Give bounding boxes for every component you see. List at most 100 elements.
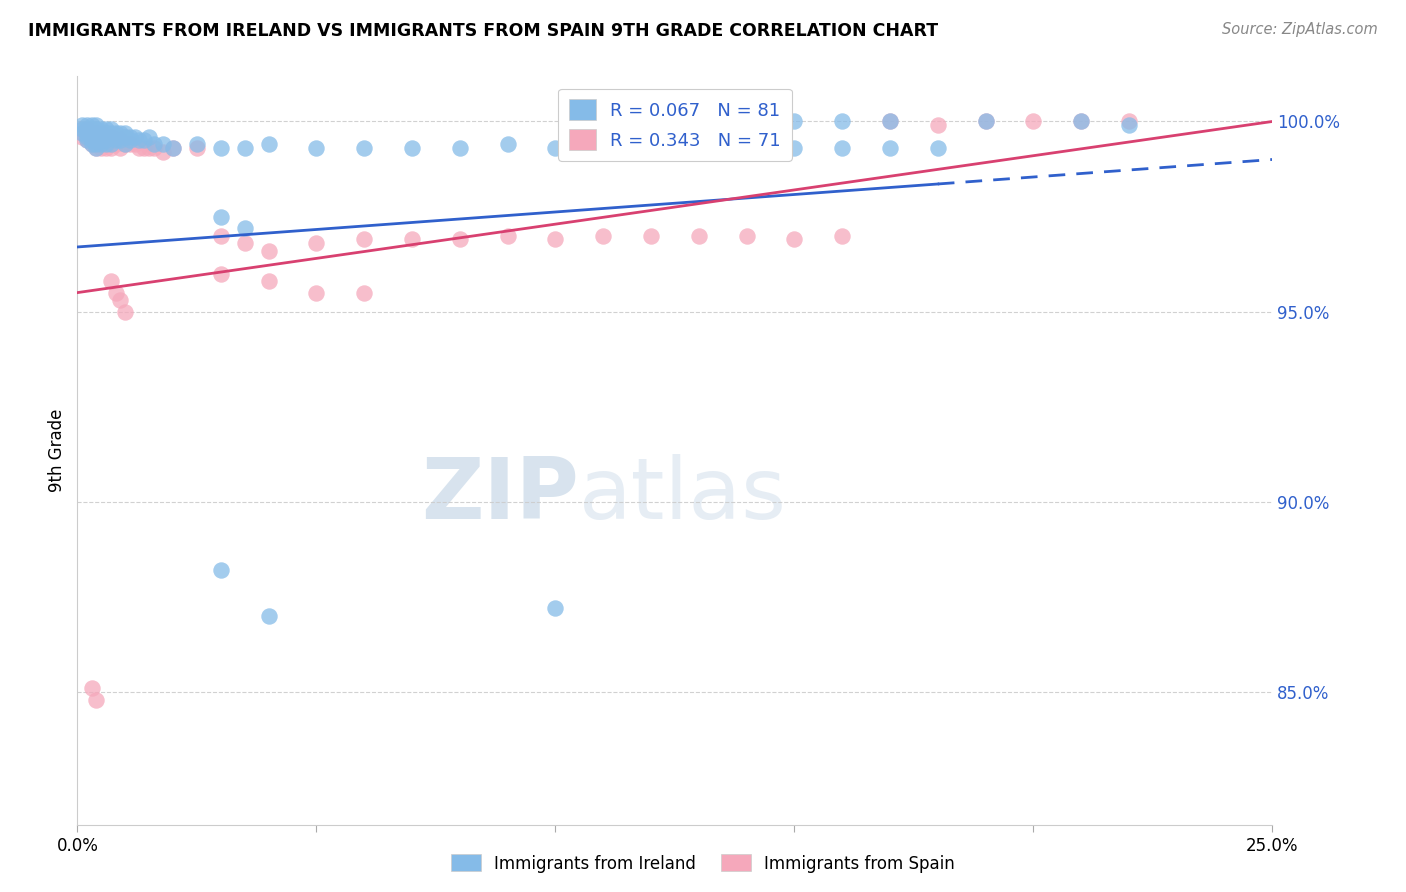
Point [100, 122, 122, 136]
Point [152, 137, 174, 152]
Point [80, 126, 103, 140]
Point [114, 137, 136, 152]
Text: IMMIGRANTS FROM IRELAND VS IMMIGRANTS FROM SPAIN 9TH GRADE CORRELATION CHART: IMMIGRANTS FROM IRELAND VS IMMIGRANTS FR… [28, 22, 938, 40]
Point [735, 228, 758, 243]
Point [592, 141, 614, 155]
Point [544, 601, 567, 615]
Point [90, 126, 112, 140]
Point [80, 129, 103, 144]
Point [104, 126, 127, 140]
Point [70, 126, 93, 140]
Point [100, 274, 122, 288]
Point [353, 285, 375, 300]
Point [257, 608, 280, 623]
Point [152, 145, 174, 159]
Point [90, 133, 112, 147]
Point [86, 126, 108, 140]
Point [94, 122, 117, 136]
Point [110, 141, 132, 155]
Point [114, 137, 136, 152]
Legend: R = 0.067   N = 81, R = 0.343   N = 71: R = 0.067 N = 81, R = 0.343 N = 71 [558, 88, 792, 161]
Point [783, 114, 806, 128]
Point [186, 141, 208, 155]
Point [124, 129, 146, 144]
Point [76, 133, 98, 147]
Point [209, 210, 232, 224]
Point [449, 232, 471, 246]
Point [118, 133, 141, 147]
Point [1070, 114, 1092, 128]
Point [142, 141, 165, 155]
Point [257, 137, 280, 152]
Y-axis label: 9th Grade: 9th Grade [48, 409, 66, 492]
Point [76, 129, 98, 144]
Point [305, 285, 328, 300]
Point [80, 126, 103, 140]
Point [257, 244, 280, 258]
Point [162, 141, 184, 155]
Point [94, 141, 117, 155]
Point [94, 126, 117, 140]
Point [640, 145, 662, 159]
Point [86, 141, 108, 155]
Point [80, 133, 103, 147]
Point [90, 122, 112, 136]
Point [974, 114, 997, 128]
Point [257, 274, 280, 288]
Point [783, 232, 806, 246]
Point [186, 137, 208, 152]
Point [128, 133, 150, 147]
Point [76, 122, 98, 136]
Point [100, 137, 122, 152]
Point [80, 122, 103, 136]
Point [100, 129, 122, 144]
Point [104, 129, 127, 144]
Point [233, 221, 256, 235]
Point [401, 232, 423, 246]
Text: ZIP: ZIP [422, 454, 579, 537]
Point [86, 126, 108, 140]
Point [233, 141, 256, 155]
Point [927, 118, 949, 132]
Point [688, 228, 710, 243]
Point [76, 122, 98, 136]
Point [544, 141, 567, 155]
Point [104, 137, 127, 152]
Point [1118, 114, 1140, 128]
Point [110, 293, 132, 308]
Point [90, 133, 112, 147]
Point [233, 236, 256, 251]
Point [104, 285, 127, 300]
Point [80, 118, 103, 132]
Point [209, 563, 232, 577]
Point [70, 122, 93, 136]
Point [1022, 114, 1045, 128]
Point [80, 137, 103, 152]
Point [118, 137, 141, 152]
Point [100, 137, 122, 152]
Point [76, 126, 98, 140]
Point [100, 141, 122, 155]
Point [90, 141, 112, 155]
Point [879, 141, 901, 155]
Point [592, 228, 614, 243]
Point [138, 129, 160, 144]
Point [831, 141, 853, 155]
Point [449, 141, 471, 155]
Point [94, 137, 117, 152]
Point [80, 137, 103, 152]
Point [76, 126, 98, 140]
Point [209, 228, 232, 243]
Point [86, 129, 108, 144]
Point [70, 126, 93, 140]
Point [110, 126, 132, 140]
Point [90, 126, 112, 140]
Point [70, 122, 93, 136]
Point [1070, 114, 1092, 128]
Point [879, 114, 901, 128]
Point [735, 141, 758, 155]
Point [401, 141, 423, 155]
Point [831, 228, 853, 243]
Point [124, 137, 146, 152]
Point [90, 129, 112, 144]
